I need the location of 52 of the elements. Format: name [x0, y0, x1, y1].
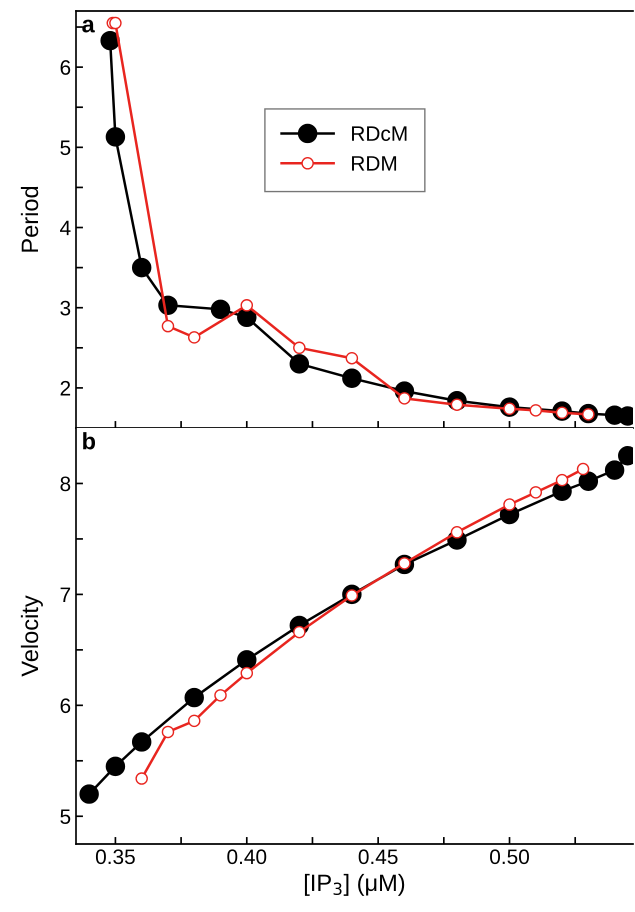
y-tick-label: 6 [60, 698, 70, 714]
chart-title: b [83, 432, 96, 450]
point [184, 688, 204, 708]
point [530, 486, 542, 499]
y-axis-title: Period [20, 186, 38, 252]
point [214, 689, 227, 702]
point [530, 404, 542, 417]
point [162, 320, 174, 332]
point [342, 368, 362, 388]
x-axis-title: [IP$_{3}$] (μM) [304, 874, 404, 896]
point [346, 352, 358, 364]
point [240, 299, 254, 312]
y-tick-label: 3 [60, 300, 70, 316]
x-tick-label: 0.45 [358, 849, 398, 864]
y-tick-label: 4 [60, 220, 71, 236]
point [188, 714, 200, 728]
y-tick-label: 7 [60, 588, 70, 602]
point [556, 474, 568, 486]
y-tick-label: 5 [60, 140, 70, 156]
point [290, 354, 310, 374]
point [188, 331, 200, 344]
point [100, 30, 120, 50]
point [576, 462, 590, 476]
point [79, 784, 99, 804]
point [210, 300, 230, 320]
point [398, 392, 411, 405]
point [578, 472, 598, 491]
point [293, 342, 306, 354]
legend-label: RDM [352, 156, 396, 171]
y-tick-label: 2 [60, 380, 70, 396]
point [293, 626, 306, 638]
point [450, 526, 464, 539]
chart-title: a [82, 20, 95, 33]
y-tick-label: 5 [60, 809, 70, 824]
point [132, 732, 152, 752]
point [132, 258, 152, 278]
y-tick-label: 6 [60, 60, 70, 75]
point [109, 16, 122, 30]
legend-label: RDcM [352, 126, 406, 141]
y-axis-title: Velocity [20, 595, 43, 677]
x-tick-label: 0.35 [96, 849, 135, 864]
point [106, 127, 126, 147]
point [135, 772, 148, 785]
point [237, 650, 256, 670]
point [604, 460, 624, 480]
point [503, 498, 516, 511]
y-tick-label: 8 [60, 476, 70, 492]
point [106, 756, 126, 776]
x-tick-label: 0.50 [490, 849, 529, 864]
point [240, 666, 254, 680]
point [162, 726, 174, 738]
x-tick-label: 0.40 [227, 849, 266, 864]
